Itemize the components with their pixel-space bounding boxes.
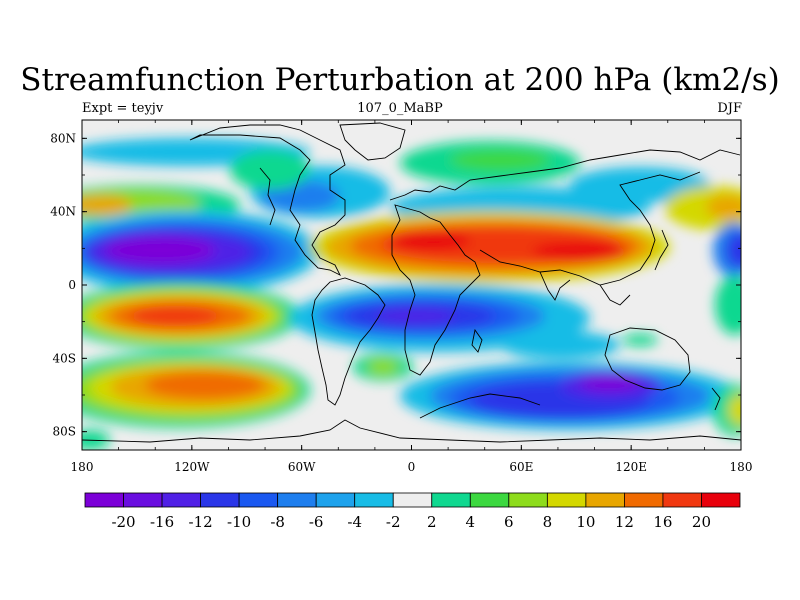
colorbar-swatch (354, 492, 394, 508)
lon-tick-label: 180 (730, 460, 753, 474)
colorbar-label: -12 (189, 513, 213, 531)
lon-tick-label: 120W (174, 460, 210, 474)
colorbar-swatch (662, 492, 702, 508)
lat-tick-label: 0 (68, 278, 76, 292)
lon-tick-label: 60W (288, 460, 316, 474)
colorbar-swatch (238, 492, 279, 508)
latitude-axis: 80N 40N 0 40S 80S (50, 131, 741, 439)
lon-tick-label: 120E (615, 460, 647, 474)
run-label: 107_0_MaBP (357, 101, 443, 116)
colorbar-swatch (431, 492, 471, 508)
lat-tick-label: 80N (50, 131, 76, 145)
colorbar-swatch (701, 492, 741, 508)
colorbar-swatch (277, 492, 317, 508)
lon-tick-label: 60E (509, 460, 533, 474)
colorbar-label: -6 (309, 513, 324, 531)
colorbar-label: -8 (270, 513, 285, 531)
streamfunction-field (82, 122, 741, 450)
colorbar-swatch (624, 492, 664, 508)
colorbar-label: -16 (150, 513, 174, 531)
colorbar-swatch (469, 492, 510, 508)
colorbar-label: 16 (653, 513, 672, 531)
colorbar-label: 8 (543, 513, 553, 531)
colorbar-label: -10 (227, 513, 251, 531)
colorbar-label: 4 (466, 513, 476, 531)
colorbar-label: 20 (692, 513, 711, 531)
colorbar-swatch (585, 492, 625, 508)
lon-tick-label: 0 (408, 460, 416, 474)
colorbar-swatch (546, 492, 587, 508)
colorbar: -20 -16 -12 -10 -8 -6 -4 -2 2 4 6 8 10 12 16 20 (84, 492, 741, 531)
lat-tick-label: 40N (50, 205, 76, 219)
colorbar-label: 12 (615, 513, 634, 531)
colorbar-swatch (161, 492, 201, 508)
coastlines (82, 122, 741, 443)
map-title: Streamfunction Perturbation at 200 hPa (… (20, 62, 780, 98)
experiment-label: Expt = teyjv (82, 101, 164, 116)
colorbar-swatch (123, 492, 163, 508)
longitude-axis: 180 120W 60W 0 60E 120E 180 (71, 120, 753, 474)
colorbar-label: 2 (427, 513, 437, 531)
lat-tick-label: 80S (53, 425, 77, 439)
lon-tick-label: 180 (71, 460, 94, 474)
colorbar-swatch (200, 492, 240, 508)
lat-tick-label: 40S (53, 351, 77, 365)
colorbar-label: 10 (576, 513, 595, 531)
colorbar-label: -4 (347, 513, 362, 531)
colorbar-label: -20 (111, 513, 135, 531)
colorbar-swatch (84, 492, 124, 508)
colorbar-label: -2 (386, 513, 401, 531)
colorbar-label: 6 (504, 513, 514, 531)
season-label: DJF (717, 101, 742, 116)
colorbar-swatch (508, 492, 548, 508)
colorbar-swatch (392, 492, 433, 508)
colorbar-swatch (315, 492, 356, 508)
